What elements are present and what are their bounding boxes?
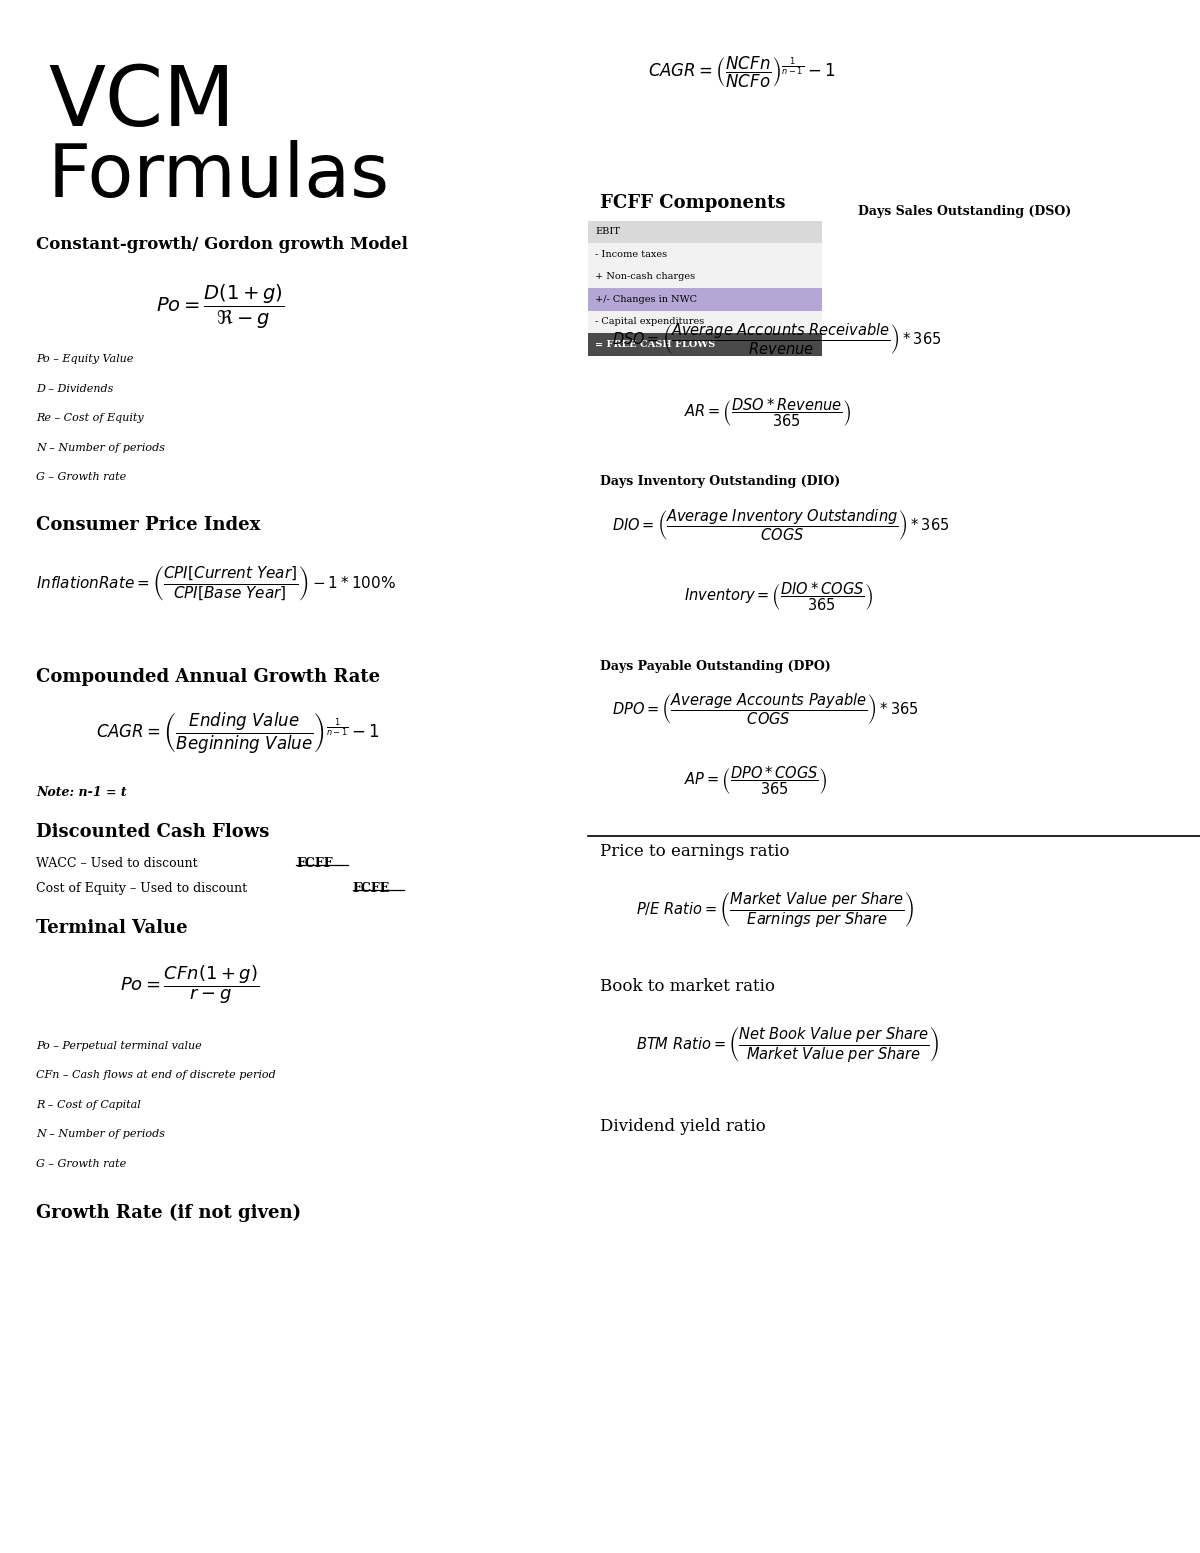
Text: EBIT: EBIT [595,227,620,236]
Text: Formulas: Formulas [48,140,390,213]
Text: $Inventory=\left(\dfrac{DIO*COGS}{365}\right)$: $Inventory=\left(\dfrac{DIO*COGS}{365}\r… [684,581,874,613]
Text: R – Cost of Capital: R – Cost of Capital [36,1100,140,1109]
Text: Dividend yield ratio: Dividend yield ratio [600,1118,766,1135]
Text: FCFF Components: FCFF Components [600,194,786,213]
Text: - Capital expenditures: - Capital expenditures [595,317,704,326]
Text: Terminal Value: Terminal Value [36,919,187,938]
Text: FCFF: FCFF [296,857,334,870]
Text: - Income taxes: - Income taxes [595,250,667,259]
Text: = FREE CASH FLOWS: = FREE CASH FLOWS [595,340,715,349]
Text: Po – Equity Value: Po – Equity Value [36,354,133,363]
Text: $P/E\ Ratio=\left(\dfrac{Market\ Value\ per\ Share}{Earnings\ per\ Share}\right): $P/E\ Ratio=\left(\dfrac{Market\ Value\ … [636,890,914,929]
Text: $DIO=\left(\dfrac{Average\ Inventory\ Outstanding}{COGS}\right)*365$: $DIO=\left(\dfrac{Average\ Inventory\ Ou… [612,508,949,544]
Text: Cost of Equity – Used to discount: Cost of Equity – Used to discount [36,882,251,895]
FancyBboxPatch shape [588,334,822,356]
Text: $DSO=\left(\dfrac{Average\ Accounts\ Receivable}{Revenue}\right)*365$: $DSO=\left(\dfrac{Average\ Accounts\ Rec… [612,321,942,357]
Text: Note: n-1 = t: Note: n-1 = t [36,786,127,798]
Text: $Po=\dfrac{CFn\left(1+g\right)}{r-g}$: $Po=\dfrac{CFn\left(1+g\right)}{r-g}$ [120,963,259,1005]
Text: FCFE: FCFE [353,882,390,895]
Text: + Non-cash charges: + Non-cash charges [595,272,695,281]
FancyBboxPatch shape [588,289,822,311]
Text: VCM: VCM [48,62,235,143]
Text: $AR=\left(\dfrac{DSO*Revenue}{365}\right)$: $AR=\left(\dfrac{DSO*Revenue}{365}\right… [684,396,852,429]
Text: Po – Perpetual terminal value: Po – Perpetual terminal value [36,1041,202,1050]
Text: Consumer Price Index: Consumer Price Index [36,516,260,534]
Text: WACC – Used to discount: WACC – Used to discount [36,857,202,870]
Text: Days Payable Outstanding (DPO): Days Payable Outstanding (DPO) [600,660,830,672]
Text: Days Sales Outstanding (DSO): Days Sales Outstanding (DSO) [858,205,1072,217]
Text: $AP=\left(\dfrac{DPO*COGS}{365}\right)$: $AP=\left(\dfrac{DPO*COGS}{365}\right)$ [684,764,828,797]
Text: $InflationRate=\left(\dfrac{CPI\left[Current\ Year\right]}{CPI\left[Base\ Year\r: $InflationRate=\left(\dfrac{CPI\left[Cur… [36,565,396,603]
Text: Constant-growth/ Gordon growth Model: Constant-growth/ Gordon growth Model [36,236,408,253]
Text: $BTM\ Ratio=\left(\dfrac{Net\ Book\ Value\ per\ Share}{Market\ Value\ per\ Share: $BTM\ Ratio=\left(\dfrac{Net\ Book\ Valu… [636,1025,940,1064]
Text: $DPO=\left(\dfrac{Average\ Accounts\ Payable}{COGS}\right)*365$: $DPO=\left(\dfrac{Average\ Accounts\ Pay… [612,691,919,727]
Text: $Po=\dfrac{D\left(1+g\right)}{\Re-g}$: $Po=\dfrac{D\left(1+g\right)}{\Re-g}$ [156,283,284,331]
Text: N – Number of periods: N – Number of periods [36,443,166,452]
Text: Price to earnings ratio: Price to earnings ratio [600,843,790,860]
Text: G – Growth rate: G – Growth rate [36,472,126,481]
Text: $CAGR=\left(\dfrac{NCFn}{NCFo}\right)^{\frac{1}{n-1}}-1$: $CAGR=\left(\dfrac{NCFn}{NCFo}\right)^{\… [648,54,835,90]
Text: Discounted Cash Flows: Discounted Cash Flows [36,823,269,842]
FancyBboxPatch shape [588,242,822,266]
FancyBboxPatch shape [588,266,822,289]
Text: Days Inventory Outstanding (DIO): Days Inventory Outstanding (DIO) [600,475,840,488]
FancyBboxPatch shape [588,221,822,242]
FancyBboxPatch shape [588,311,822,334]
Text: Book to market ratio: Book to market ratio [600,978,775,995]
Text: G – Growth rate: G – Growth rate [36,1159,126,1168]
Text: D – Dividends: D – Dividends [36,384,113,393]
Text: Compounded Annual Growth Rate: Compounded Annual Growth Rate [36,668,380,686]
Text: Re – Cost of Equity: Re – Cost of Equity [36,413,144,422]
Text: N – Number of periods: N – Number of periods [36,1129,166,1138]
Text: Growth Rate (if not given): Growth Rate (if not given) [36,1204,301,1222]
Text: +/- Changes in NWC: +/- Changes in NWC [595,295,697,304]
Text: CFn – Cash flows at end of discrete period: CFn – Cash flows at end of discrete peri… [36,1070,276,1079]
Text: $CAGR=\left(\dfrac{Ending\ Value}{Beginning\ Value}\right)^{\frac{1}{n-1}}-1$: $CAGR=\left(\dfrac{Ending\ Value}{Beginn… [96,711,380,756]
